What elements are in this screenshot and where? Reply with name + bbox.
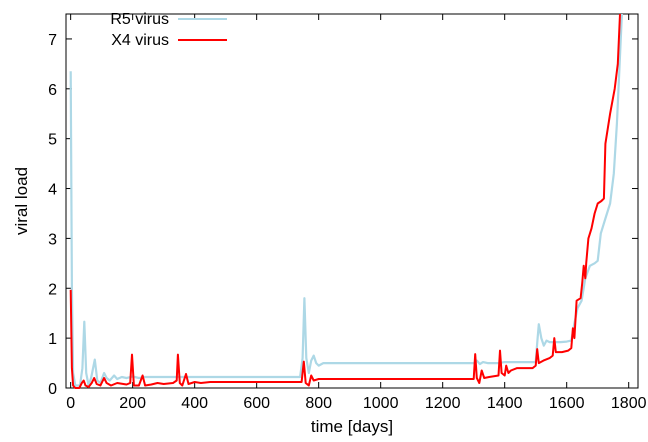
x-tick-label: 600: [243, 395, 270, 412]
x-tick-label: 1800: [611, 395, 647, 412]
legend-label-x4: X4 virus: [111, 32, 169, 49]
x-tick-label: 1200: [425, 395, 461, 412]
y-tick-label: 2: [48, 281, 57, 298]
y-tick-label: 4: [48, 182, 57, 199]
x-tick-label: 1400: [487, 395, 523, 412]
y-tick-label: 6: [48, 82, 57, 99]
x4-virus-line: [69, 13, 621, 389]
y-tick-label: 3: [48, 231, 57, 248]
x-tick-label: 0: [66, 395, 75, 412]
y-tick-label: 1: [48, 331, 57, 348]
x-tick-label: 400: [181, 395, 208, 412]
r5-virus-line: [69, 13, 623, 387]
x-tick-label: 800: [305, 395, 332, 412]
series-layer: [69, 13, 623, 389]
plot-frame: [65, 13, 639, 389]
legend-label-r5: R5 virus: [110, 11, 169, 28]
x-tick-label: 1600: [549, 395, 585, 412]
y-tick-label: 5: [48, 132, 57, 149]
y-tick-label: 7: [48, 32, 57, 49]
x-tick-label: 1000: [363, 395, 399, 412]
x-axis-title: time [days]: [311, 417, 393, 436]
legend: R5 virus X4 virus: [110, 11, 227, 49]
x-tick-label: 200: [119, 395, 146, 412]
y-axis-title: viral load: [12, 167, 31, 235]
y-tick-label: 0: [48, 381, 57, 398]
axis-ticks: 0 200 400 600 800 1000 1200 1400 1600 1800 0 1 2 3 4 5 6…: [48, 14, 647, 412]
